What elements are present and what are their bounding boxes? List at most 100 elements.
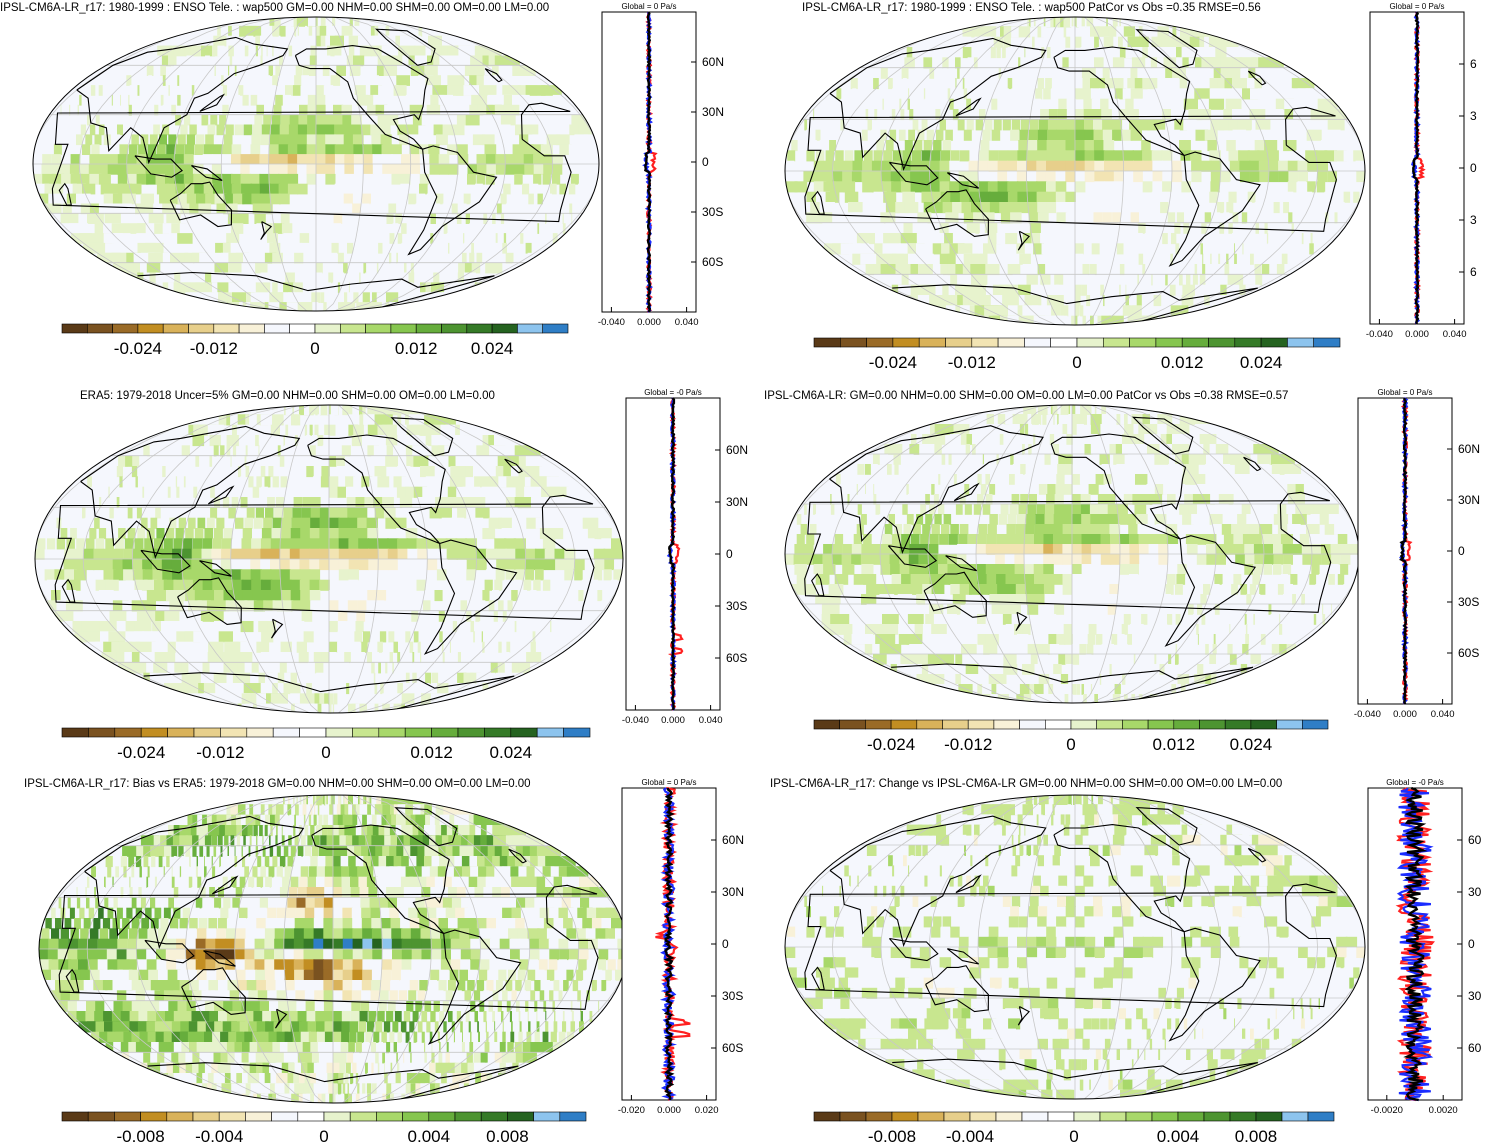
colorbar-label: 0.008 [1235, 1127, 1278, 1145]
lat-tick-label: 30N [726, 495, 748, 509]
colorbar-label: 0.024 [490, 743, 533, 762]
x-tick-label: 0.020 [695, 1105, 719, 1116]
colorbar-label: 0.012 [395, 339, 438, 358]
x-tick-label: -0.020 [618, 1105, 645, 1116]
zonal-line-global [644, 11, 652, 313]
coastlines [804, 806, 1337, 1099]
colorbar: -0.024 -0.012 0 0.012 0.024 [61, 727, 591, 762]
colorbar-label: -0.004 [946, 1127, 994, 1145]
x-tick-label: -0.0020 [1371, 1105, 1403, 1116]
lat-tick-label: 60N [726, 443, 748, 457]
zonal-mean-plot: Global = -0 Pa/s 60N 30N 0 30S 60S -0.040 0.000… [622, 388, 748, 726]
zonal-title: Global = -0 Pa/s [644, 388, 702, 397]
coastlines [51, 28, 572, 311]
zonal-title: Global = 0 Pa/s [1390, 2, 1445, 11]
map-border [34, 404, 624, 714]
x-tick-label: 0.000 [661, 715, 685, 726]
lat-tick-label: 0 [722, 937, 729, 951]
colorbar: -0.024 -0.012 0 0.012 0.024 [813, 337, 1341, 372]
lat-tick-label: 60N [1458, 442, 1480, 456]
lat-tick-label: 30S [702, 205, 723, 219]
x-tick-label: 0.000 [657, 1105, 681, 1116]
colorbar: -0.024 -0.012 0 0.012 0.024 [61, 323, 569, 358]
panel-title: IPSL-CM6A-LR_r17: Change vs IPSL-CM6A-LR… [770, 778, 1283, 790]
colorbar-label: 0 [1069, 1127, 1078, 1145]
zonal-line-global [668, 397, 676, 711]
lat-tick-label: 30N [702, 105, 724, 119]
colorbar-label: 0.004 [1157, 1127, 1200, 1145]
lat-tick-label: 60 [1468, 833, 1482, 847]
map-border [784, 16, 1366, 326]
x-tick-label: -0.040 [1354, 709, 1381, 720]
x-tick-label: 0.040 [1431, 709, 1455, 720]
colorbar-label: -0.004 [195, 1127, 243, 1145]
world-map [784, 794, 1366, 1100]
lat-tick-label: 30N [1458, 493, 1480, 507]
colorbar-boxes [813, 719, 1329, 730]
map-border [32, 16, 600, 312]
lat-tick-label: 6 [1470, 57, 1477, 71]
lat-tick-label: 60S [722, 1041, 743, 1055]
x-tick-label: -0.040 [1366, 329, 1393, 340]
zonal-title: Global = 0 Pa/s [622, 2, 677, 11]
colorbar-label: -0.008 [868, 1127, 916, 1145]
lat-tick-label: 30S [1458, 595, 1479, 609]
colorbar-boxes [813, 1111, 1335, 1122]
colorbar-label: -0.024 [869, 353, 917, 372]
colorbar-label: 0.024 [471, 339, 514, 358]
x-tick-label: -0.040 [622, 715, 649, 726]
x-tick-label: 0.040 [675, 317, 699, 328]
panel-title: IPSL-CM6A-LR_r17: Bias vs ERA5: 1979-201… [24, 778, 531, 790]
lat-tick-label: 0 [1468, 937, 1475, 951]
x-tick-label: 0.000 [637, 317, 661, 328]
world-map [784, 16, 1366, 326]
panel-title: IPSL-CM6A-LR: GM=0.00 NHM=0.00 SHM=0.00 … [764, 390, 1289, 402]
map-graticule [39, 795, 627, 1103]
colorbar-label: 0.008 [486, 1127, 529, 1145]
world-map [34, 404, 624, 714]
zonal-line-land [1395, 787, 1435, 1102]
colorbar-label: -0.012 [190, 339, 238, 358]
zonal-title: Global = -0 Pa/s [1386, 778, 1444, 787]
lat-tick-label: 30S [722, 989, 743, 1003]
colorbar-label: -0.024 [867, 735, 915, 754]
colorbar-label: 0.024 [1240, 353, 1283, 372]
coastlines [804, 416, 1332, 703]
zonal-line-global [663, 787, 675, 1101]
lat-tick-label: 60S [726, 651, 747, 665]
lat-tick-label: 60S [702, 255, 723, 269]
world-map [32, 16, 600, 312]
lat-tick-label: 60N [722, 833, 744, 847]
coastlines [54, 417, 595, 713]
zonal-mean-plot: Global = 0 Pa/s 6 3 0 3 6 -0.040 0.000 0.040 [1366, 2, 1477, 340]
colorbar-label: 0.012 [410, 743, 453, 762]
x-tick-label: 0.040 [699, 715, 723, 726]
x-tick-label: 0.040 [1443, 329, 1467, 340]
panel-title: IPSL-CM6A-LR_r17: 1980-1999 : ENSO Tele.… [802, 2, 1261, 14]
colorbar-label: 0 [310, 339, 319, 358]
colorbar-label: -0.024 [117, 743, 165, 762]
colorbar-label: 0.004 [408, 1127, 451, 1145]
colorbar: -0.008 -0.004 0 0.004 0.008 [61, 1111, 587, 1145]
lat-tick-label: 30 [1468, 989, 1482, 1003]
colorbar-label: -0.012 [196, 743, 244, 762]
zonal-mean-plot: Global = 0 Pa/s 60N 30N 0 30S 60S -0.040 0.000 0… [598, 2, 724, 328]
colorbar-label: 0.012 [1153, 735, 1196, 754]
zonal-line-global [1403, 786, 1428, 1102]
colorbar-boxes [61, 727, 591, 738]
lat-tick-label: 6 [1470, 265, 1477, 279]
colorbar-label: 0 [1066, 735, 1075, 754]
colorbar-label: -0.012 [948, 353, 996, 372]
lat-tick-label: 0 [726, 547, 733, 561]
colorbar-label: -0.008 [116, 1127, 164, 1145]
colorbar-boxes [813, 337, 1341, 348]
world-map [38, 794, 628, 1104]
lat-tick-label: 0 [1470, 161, 1477, 175]
lat-tick-label: 30 [1468, 885, 1482, 899]
colorbar: -0.008 -0.004 0 0.004 0.008 [813, 1111, 1335, 1145]
zonal-title: Global = 0 Pa/s [1378, 388, 1433, 397]
lat-tick-label: 30N [722, 885, 744, 899]
field-shading [35, 405, 623, 713]
zonal-title: Global = 0 Pa/s [642, 778, 697, 787]
colorbar-label: 0.012 [1161, 353, 1204, 372]
